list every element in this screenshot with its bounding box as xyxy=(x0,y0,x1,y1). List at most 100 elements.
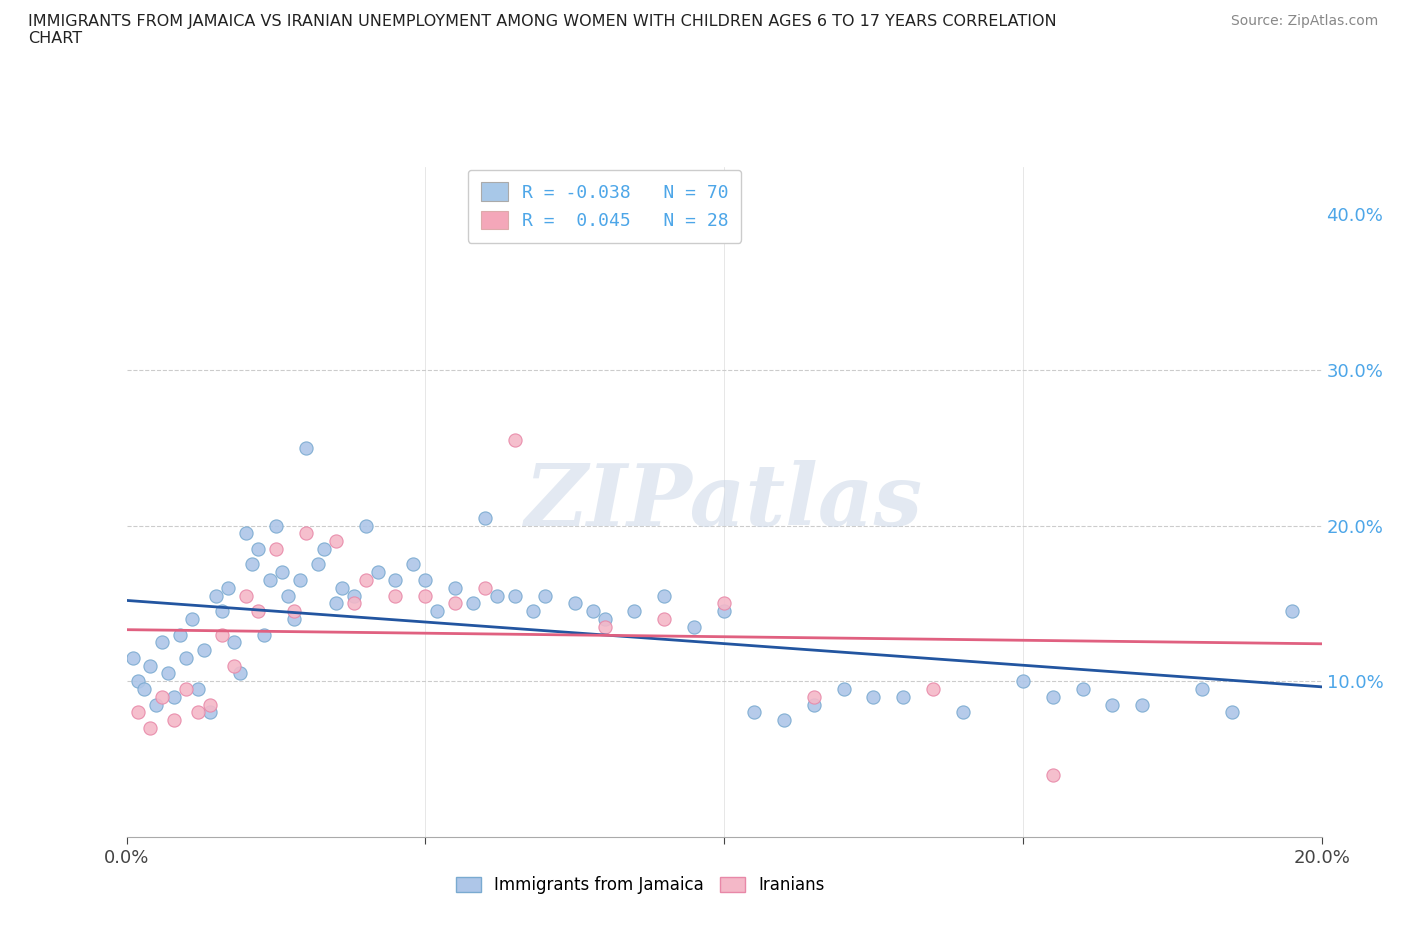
Point xyxy=(354,573,377,588)
Legend: Immigrants from Jamaica, Iranians: Immigrants from Jamaica, Iranians xyxy=(447,868,834,902)
Point xyxy=(522,604,544,618)
Point xyxy=(652,612,675,627)
Point xyxy=(294,440,316,455)
Point xyxy=(325,534,347,549)
Point xyxy=(163,712,186,727)
Point xyxy=(145,698,167,712)
Point xyxy=(366,565,388,579)
Point xyxy=(222,658,246,673)
Point xyxy=(187,705,209,720)
Point xyxy=(862,689,884,704)
Point xyxy=(474,511,496,525)
Point xyxy=(1071,682,1094,697)
Point xyxy=(742,705,765,720)
Point xyxy=(211,604,233,618)
Point xyxy=(247,541,270,556)
Point xyxy=(325,596,347,611)
Point xyxy=(312,541,335,556)
Point xyxy=(922,682,945,697)
Point xyxy=(205,588,228,603)
Point xyxy=(330,580,353,595)
Point xyxy=(247,604,270,618)
Point xyxy=(139,721,162,736)
Point xyxy=(713,604,735,618)
Text: ZIPatlas: ZIPatlas xyxy=(524,460,924,544)
Point xyxy=(1042,767,1064,782)
Point xyxy=(832,682,855,697)
Point xyxy=(474,580,496,595)
Point xyxy=(354,518,377,533)
Point xyxy=(803,689,825,704)
Point xyxy=(152,689,174,704)
Point xyxy=(200,705,222,720)
Point xyxy=(1191,682,1213,697)
Point xyxy=(652,588,675,603)
Point xyxy=(152,635,174,650)
Point xyxy=(1011,674,1033,689)
Point xyxy=(503,588,526,603)
Point xyxy=(264,518,287,533)
Point xyxy=(486,588,509,603)
Point xyxy=(217,580,239,595)
Point xyxy=(222,635,246,650)
Point xyxy=(952,705,974,720)
Point xyxy=(893,689,915,704)
Point xyxy=(174,682,197,697)
Point xyxy=(1042,689,1064,704)
Point xyxy=(174,650,197,665)
Point xyxy=(503,432,526,447)
Point xyxy=(593,619,616,634)
Point xyxy=(193,643,215,658)
Point xyxy=(773,712,796,727)
Point xyxy=(593,612,616,627)
Point xyxy=(343,588,366,603)
Point xyxy=(384,588,406,603)
Point xyxy=(534,588,557,603)
Point xyxy=(163,689,186,704)
Point xyxy=(307,557,329,572)
Point xyxy=(1130,698,1153,712)
Point xyxy=(240,557,263,572)
Point xyxy=(444,596,467,611)
Point xyxy=(1101,698,1123,712)
Point xyxy=(253,627,276,642)
Point xyxy=(200,698,222,712)
Point xyxy=(461,596,484,611)
Point xyxy=(803,698,825,712)
Point xyxy=(283,604,305,618)
Point xyxy=(288,573,311,588)
Point xyxy=(270,565,294,579)
Point xyxy=(139,658,162,673)
Point xyxy=(564,596,586,611)
Point xyxy=(1281,604,1303,618)
Point xyxy=(134,682,156,697)
Point xyxy=(127,674,149,689)
Point xyxy=(582,604,605,618)
Point xyxy=(294,525,316,540)
Point xyxy=(259,573,281,588)
Point xyxy=(713,596,735,611)
Point xyxy=(229,666,252,681)
Text: Source: ZipAtlas.com: Source: ZipAtlas.com xyxy=(1230,14,1378,28)
Point xyxy=(1220,705,1243,720)
Point xyxy=(277,588,299,603)
Point xyxy=(623,604,645,618)
Point xyxy=(444,580,467,595)
Point xyxy=(426,604,449,618)
Point xyxy=(415,588,437,603)
Point xyxy=(121,650,143,665)
Point xyxy=(211,627,233,642)
Point xyxy=(235,525,257,540)
Point xyxy=(127,705,149,720)
Point xyxy=(283,612,305,627)
Text: IMMIGRANTS FROM JAMAICA VS IRANIAN UNEMPLOYMENT AMONG WOMEN WITH CHILDREN AGES 6: IMMIGRANTS FROM JAMAICA VS IRANIAN UNEMP… xyxy=(28,14,1057,46)
Point xyxy=(415,573,437,588)
Point xyxy=(264,541,287,556)
Point xyxy=(343,596,366,611)
Point xyxy=(384,573,406,588)
Point xyxy=(157,666,180,681)
Point xyxy=(169,627,191,642)
Point xyxy=(683,619,706,634)
Point xyxy=(235,588,257,603)
Point xyxy=(187,682,209,697)
